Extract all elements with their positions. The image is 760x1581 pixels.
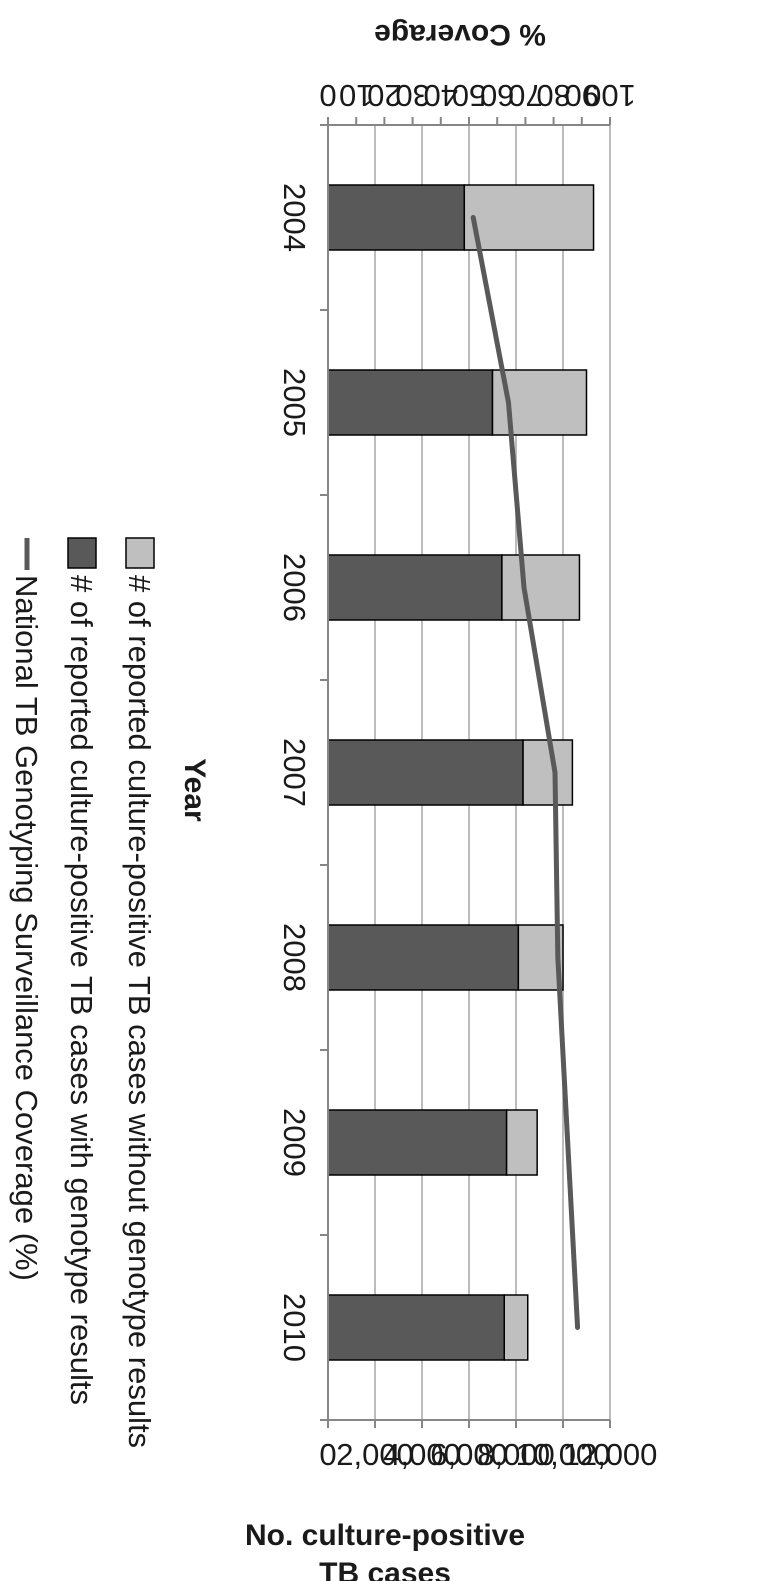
y-tick-label-right: 20 bbox=[367, 78, 401, 113]
y-tick-label-left: 2,000 bbox=[336, 1437, 414, 1472]
legend-label: # of reported culture-positive TB cases … bbox=[64, 575, 99, 1405]
y-tick-label-right: 90 bbox=[565, 78, 599, 113]
x-axis-title: Year bbox=[178, 758, 211, 822]
y-tick-label-right: 70 bbox=[508, 78, 542, 113]
bar bbox=[327, 1109, 508, 1176]
y-tick-label-right: 0 bbox=[319, 78, 336, 113]
bar bbox=[517, 924, 564, 991]
legend-swatch bbox=[67, 537, 97, 569]
x-tick-label: 2008 bbox=[277, 923, 312, 992]
y-axis-title-left: No. culture-positive TB cases bbox=[245, 1519, 525, 1581]
y-tick-label-right: 50 bbox=[452, 78, 486, 113]
coverage-line bbox=[470, 215, 581, 1330]
bar bbox=[501, 554, 581, 621]
y-axis-title-right: % Coverage bbox=[374, 18, 546, 51]
bar bbox=[327, 924, 520, 991]
legend-swatch bbox=[125, 537, 155, 569]
coverage-series-line bbox=[470, 215, 581, 1330]
bar bbox=[327, 1294, 505, 1361]
bar bbox=[522, 739, 574, 806]
axes bbox=[320, 117, 611, 1428]
bar bbox=[505, 1109, 538, 1176]
y-tick-label-left: 4,000 bbox=[383, 1437, 461, 1472]
bars bbox=[327, 184, 595, 1361]
legend-label: # of reported culture-positive TB cases … bbox=[122, 575, 157, 1448]
legend: # of reported culture-positive TB cases … bbox=[9, 537, 157, 1448]
y-tick-label-left: 6,000 bbox=[430, 1437, 508, 1472]
x-tick-label: 2006 bbox=[277, 553, 312, 622]
bar bbox=[491, 369, 588, 436]
x-tick-label: 2005 bbox=[277, 368, 312, 437]
y-tick-label-right: 30 bbox=[395, 78, 429, 113]
y-tick-label-right: 100 bbox=[584, 78, 636, 113]
bar bbox=[327, 739, 524, 806]
bar bbox=[327, 554, 503, 621]
bar bbox=[503, 1294, 529, 1361]
y-tick-label-left: 12,000 bbox=[563, 1437, 658, 1472]
y-tick-label-right: 40 bbox=[424, 78, 458, 113]
y-axis-title-line: No. culture-positive bbox=[245, 1519, 525, 1552]
y-tick-label-left: 0 bbox=[319, 1437, 336, 1472]
legend-label: National TB Genotyping Surveillance Cove… bbox=[9, 575, 44, 1281]
bar bbox=[327, 369, 494, 436]
y-axis-title-line: TB cases bbox=[319, 1557, 451, 1581]
bar bbox=[463, 184, 595, 251]
y-tick-label-right: 10 bbox=[339, 78, 373, 113]
y-tick-label-right: 60 bbox=[480, 78, 514, 113]
bar bbox=[327, 184, 466, 251]
x-tick-label: 2010 bbox=[277, 1293, 312, 1362]
x-tick-label: 2007 bbox=[277, 738, 312, 807]
x-tick-label: 2009 bbox=[277, 1108, 312, 1177]
y-tick-label-left: 8,000 bbox=[477, 1437, 555, 1472]
y-tick-label-left: 10,000 bbox=[516, 1437, 611, 1472]
y-tick-label-right: 80 bbox=[536, 78, 570, 113]
x-tick-label: 2004 bbox=[277, 183, 312, 252]
